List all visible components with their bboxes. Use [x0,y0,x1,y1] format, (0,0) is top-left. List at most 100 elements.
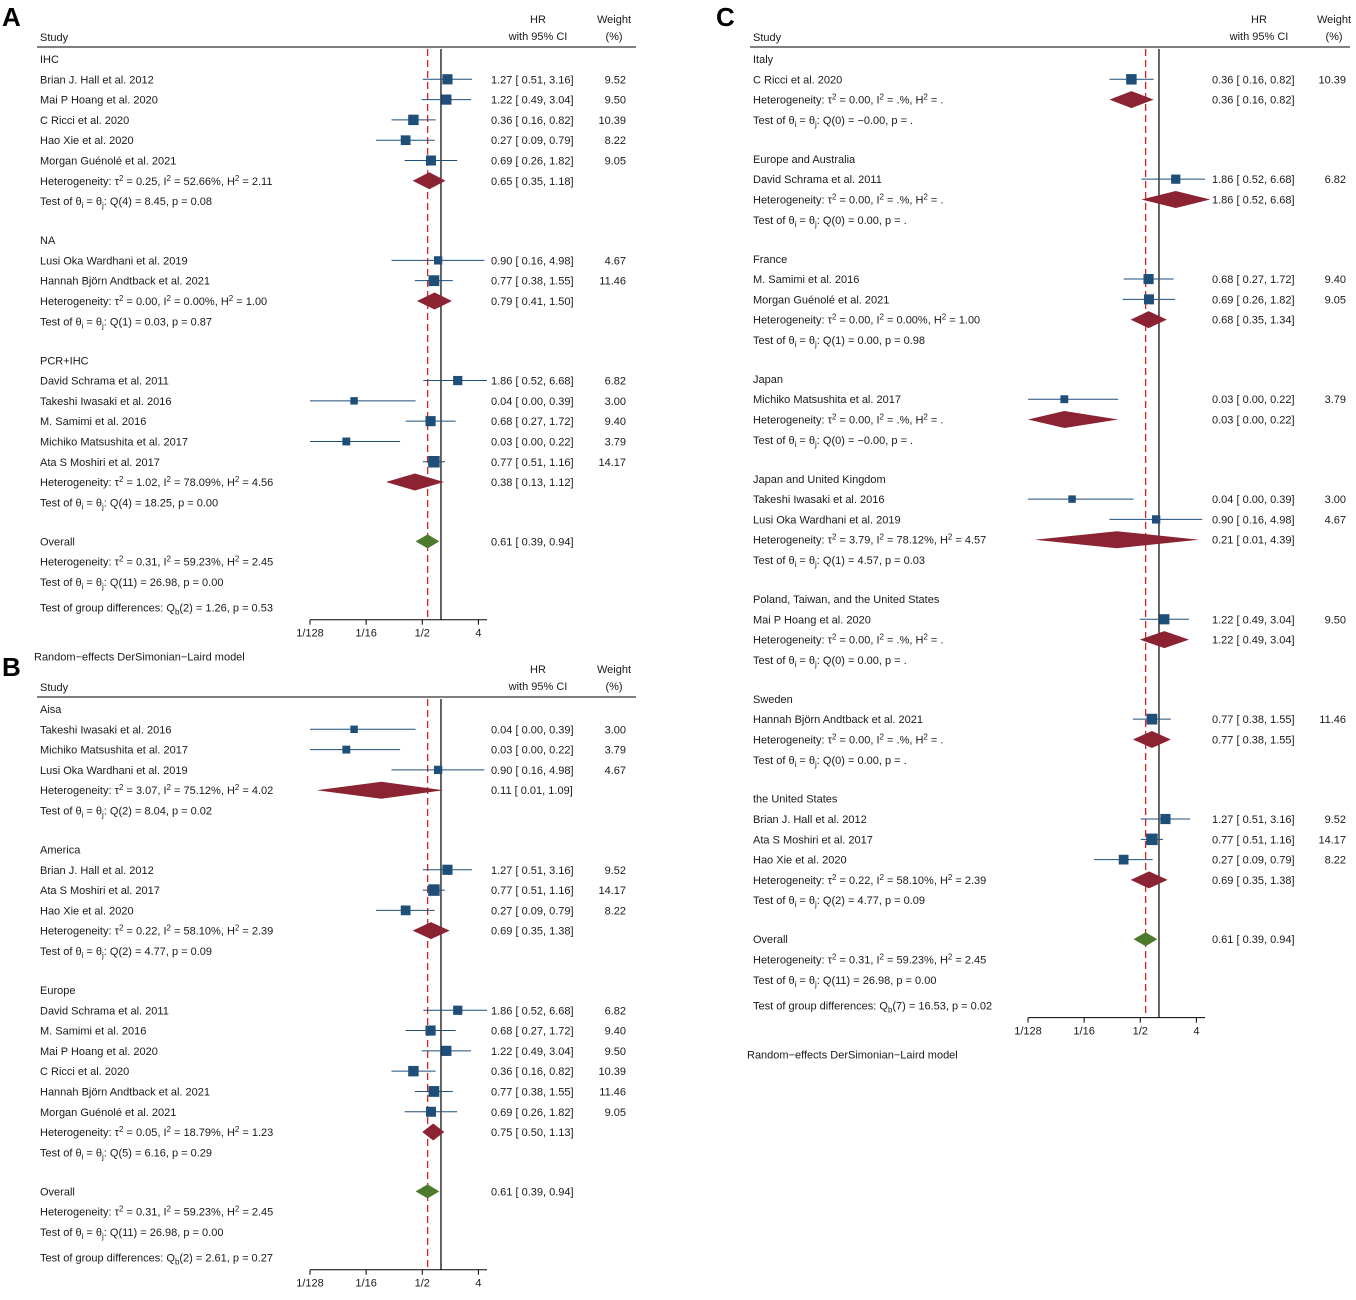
study-label: Mai P Hoang et al. 2020 [753,614,871,626]
study-label: Mai P Hoang et al. 2020 [40,95,158,107]
study-label: Michiko Matsushita et al. 2017 [753,394,901,406]
overall-label: Overall [40,536,75,548]
hr-ci-value: 0.68 [ 0.35, 1.34] [1212,315,1295,327]
test-stat: Test of θi​ = θj​: Q(2) = 4.77, p = 0.09 [753,895,925,909]
study-marker [453,375,463,386]
study-label: M. Samimi et al. 2016 [753,274,859,286]
subgroup-label: Poland, Taiwan, and the United States [753,594,940,606]
hr-ci-value: 0.77 [ 0.38, 1.55] [1212,734,1295,746]
study-label: Brian J. Hall et al. 2012 [40,865,154,877]
subgroup-label: the United States [753,794,838,806]
weight-column-header: Weight [597,664,631,676]
x-tick-label: 1/2 [1133,1026,1148,1038]
subgroup-diamond [385,473,445,491]
subgroup-diamond [412,172,446,190]
study-marker [428,1086,440,1097]
study-label: Morgan Guénolé et al. 2021 [753,294,889,306]
study-marker [1146,713,1158,725]
study-column-header: Study [40,682,69,694]
study-marker [428,884,440,896]
study-column-header: Study [753,32,782,44]
hr-ci-value: 0.90 [ 0.16, 4.98] [1212,514,1295,526]
test-stat: Test of θi​ = θj​: Q(11) = 26.98, p = 0.… [40,577,223,591]
subgroup-label: Europe and Australia [753,154,856,166]
study-marker [1151,515,1161,524]
test-stat: Test of group differences: Qb​(7) = 16.5… [753,1001,992,1015]
study-marker [408,114,419,126]
subgroup-diamond [1141,190,1211,208]
hr-ci-value: 1.86 [ 0.52, 6.68] [1212,194,1295,206]
hr-ci-value: 0.36 [ 0.16, 0.82] [1212,74,1295,86]
weight-value: 9.52 [605,74,626,86]
weight-value: 3.00 [1325,494,1346,506]
study-label: Morgan Guénolé et al. 2021 [40,156,176,168]
hr-ci-value: 0.69 [ 0.26, 1.82] [491,156,574,168]
hr-ci-value: 0.03 [ 0.00, 0.22] [1212,394,1295,406]
study-label: Ata S Moshiri et al. 2017 [40,885,160,897]
x-tick-label: 4 [475,628,481,640]
study-marker [400,905,411,916]
weight-value: 8.22 [1325,855,1346,867]
weight-value: 8.22 [605,135,626,147]
study-label: Ata S Moshiri et al. 2017 [40,457,160,469]
weight-value: 9.05 [605,1107,626,1119]
subgroup-label: Japan and United Kingdom [753,474,886,486]
study-marker [428,275,440,287]
hr-ci-value: 0.21 [ 0.01, 4.39] [1212,535,1295,547]
hr-ci-value: 0.61 [ 0.39, 0.94] [491,536,574,548]
test-stat: Test of θi​ = θj​: Q(2) = 4.77, p = 0.09 [40,946,212,960]
hr-ci-value: 0.38 [ 0.13, 1.12] [491,477,574,489]
test-stat: Test of θi​ = θj​: Q(0) = 0.00, p = . [753,215,907,229]
weight-value: 8.22 [605,905,626,917]
subgroup-diamond [1130,871,1168,889]
study-marker [453,1005,463,1015]
heterogeneity-stat: Heterogeneity: τ2​ = 0.05, I2​ = 18.79%,… [40,1125,273,1139]
weight-value: 9.50 [605,1046,626,1058]
test-stat: Heterogeneity: τ2​ = 0.31, I2​ = 59.23%,… [40,555,273,569]
subgroup-label: France [753,254,787,266]
test-stat: Test of θi​ = θj​: Q(0) = −0.00, p = . [753,435,913,449]
study-marker [441,1045,452,1056]
test-stat: Test of θi​ = θj​: Q(4) = 8.45, p = 0.08 [40,196,212,210]
weight-value: 6.82 [605,1005,626,1017]
heterogeneity-stat: Heterogeneity: τ2​ = 0.22, I2​ = 58.10%,… [40,924,273,938]
test-stat: Test of θi​ = θj​: Q(5) = 6.16, p = 0.29 [40,1147,212,1161]
forest-panel-a: A Study HR with 95% CI Weight (%) IHC Brian J. … [2,2,636,664]
hr-ci-value: 0.36 [ 0.16, 0.82] [491,115,574,127]
subgroup-label: Aisa [40,704,62,716]
subgroup-diamond [1028,411,1119,429]
study-marker [342,745,351,754]
test-stat: Test of θi​ = θj​: Q(11) = 26.98, p = 0.… [40,1227,223,1241]
test-stat: Test of θi​ = θj​: Q(1) = 0.03, p = 0.87 [40,316,212,330]
test-stat: Test of θi​ = θj​: Q(1) = 0.00, p = 0.98 [753,335,925,349]
subgroup-label: IHC [40,54,59,66]
study-label: Hannah Björn Andtback et al. 2021 [753,714,923,726]
hr-ci-value: 0.69 [ 0.26, 1.82] [491,1107,574,1119]
study-marker [1060,395,1069,404]
panel-label: B [2,652,21,682]
heterogeneity-stat: Heterogeneity: τ2​ = 0.00, I2​ = 0.00%, … [753,313,980,327]
study-label: David Schrama et al. 2011 [40,1005,169,1017]
study-marker [425,1106,436,1117]
weight-column-header: Weight [1317,14,1351,26]
subgroup-diamond [1109,91,1154,109]
study-label: Michiko Matsushita et al. 2017 [40,436,188,448]
study-marker [1068,495,1076,503]
hr-ci-value: 0.69 [ 0.35, 1.38] [1212,875,1295,887]
hr-ci-value: 0.79 [ 0.41, 1.50] [491,296,574,308]
hr-ci-value: 0.77 [ 0.51, 1.16] [491,885,574,897]
hr-ci-value: 0.77 [ 0.51, 1.16] [491,457,574,469]
hr-ci-value: 0.36 [ 0.16, 0.82] [491,1066,574,1078]
subgroup-label: Japan [753,374,783,386]
overall-label: Overall [753,934,788,946]
heterogeneity-stat: Heterogeneity: τ2​ = 3.79, I2​ = 78.12%,… [753,533,986,547]
study-marker [350,725,358,734]
weight-value: 11.46 [1319,714,1346,726]
weight-value: 14.17 [1318,834,1346,846]
study-marker [342,437,351,446]
x-tick-label: 1/16 [355,628,376,640]
study-label: Takeshi Iwasaki et al. 2016 [40,724,171,736]
hr-ci-value: 1.22 [ 0.49, 3.04] [491,95,574,107]
hr-ci-value: 1.27 [ 0.51, 3.16] [491,74,574,86]
study-label: David Schrama et al. 2011 [753,174,882,186]
